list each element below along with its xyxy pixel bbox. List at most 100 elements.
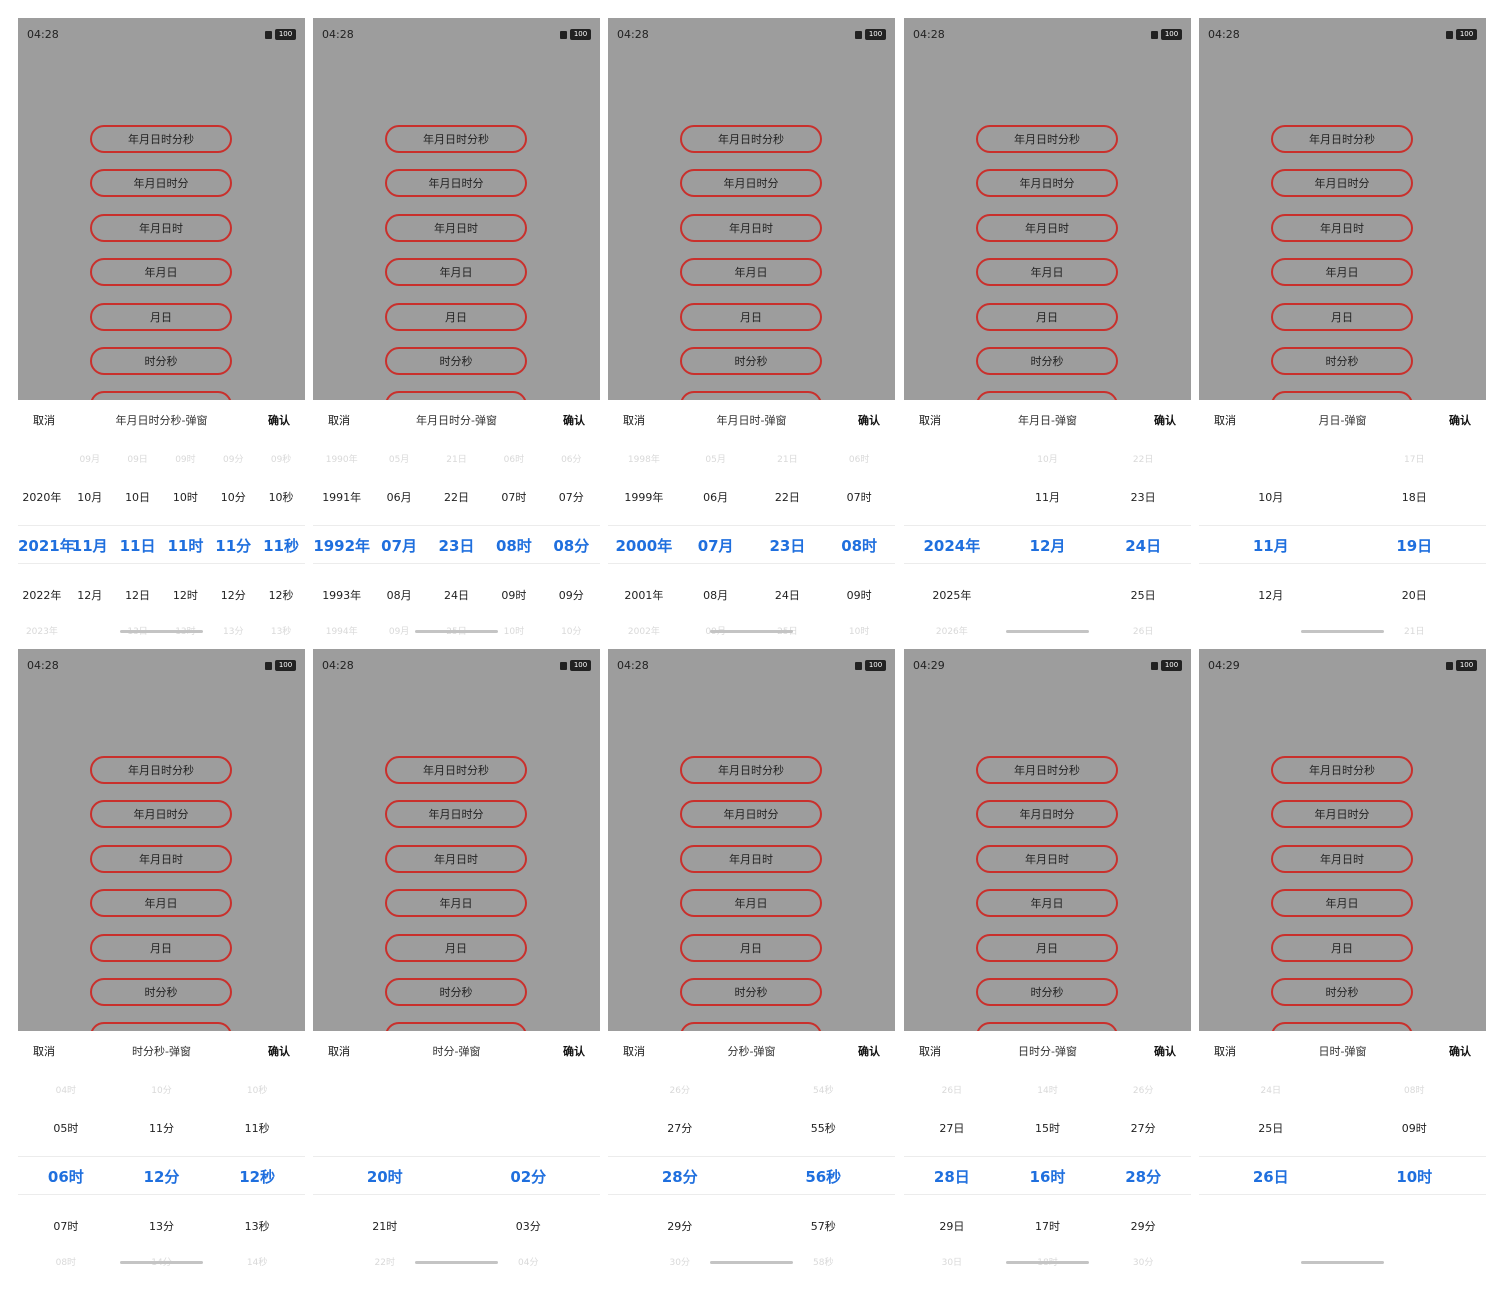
picker-option[interactable]: 1990年 [325, 455, 358, 465]
picker-mode-button[interactable]: 年月日时 [1271, 214, 1413, 242]
picker-option[interactable]: 13秒 [270, 627, 292, 637]
picker-option[interactable]: 08时 [55, 1258, 77, 1268]
picker-mode-button[interactable]: 年月日 [1271, 889, 1413, 917]
cancel-button[interactable]: 取消 [328, 1045, 350, 1058]
confirm-button[interactable]: 确认 [563, 414, 585, 427]
picker-selected-value[interactable]: 07月 [697, 537, 734, 555]
picker-option[interactable]: 21日 [1404, 627, 1425, 637]
home-indicator[interactable] [710, 1261, 793, 1264]
picker-option[interactable]: 26日 [941, 1086, 963, 1096]
picker-mode-button[interactable]: 年月日 [976, 889, 1118, 917]
picker-option[interactable]: 12分 [220, 589, 246, 602]
picker-option[interactable]: 1994年 [325, 627, 358, 637]
picker-selected-value[interactable]: 20时 [366, 1168, 403, 1186]
picker-wheel-column[interactable]: 10月 11月 12月 [1199, 400, 1343, 639]
picker-wheel-column[interactable]: 09分 10分 11分 12分 13分 [209, 400, 257, 639]
picker-mode-button[interactable]: 年月日 [90, 258, 232, 286]
home-indicator[interactable] [120, 1261, 203, 1264]
picker-mode-button[interactable] [680, 391, 822, 400]
picker-mode-button[interactable]: 年月日时分 [385, 169, 527, 197]
cancel-button[interactable]: 取消 [919, 414, 941, 427]
confirm-button[interactable]: 确认 [563, 1045, 585, 1058]
picker-mode-button[interactable] [90, 391, 232, 400]
confirm-button[interactable]: 确认 [1154, 414, 1176, 427]
picker-selected-value[interactable]: 12月 [1029, 537, 1066, 555]
picker-option[interactable]: 25日 [1130, 589, 1156, 602]
picker-mode-button[interactable]: 年月日时分 [1271, 169, 1413, 197]
picker-option[interactable]: 13分 [148, 1220, 174, 1233]
picker-option[interactable]: 12秒 [268, 589, 294, 602]
picker-mode-button[interactable]: 年月日时分秒 [976, 125, 1118, 153]
picker-option[interactable]: 08时 [1404, 1086, 1425, 1096]
picker-option[interactable]: 11秒 [244, 1122, 270, 1135]
picker-mode-button[interactable]: 年月日 [680, 258, 822, 286]
picker-mode-button[interactable]: 年月日时分 [976, 800, 1118, 828]
home-indicator[interactable] [415, 630, 498, 633]
picker-option[interactable]: 06月 [386, 491, 412, 504]
picker-option[interactable]: 1999年 [624, 491, 664, 504]
picker-option[interactable]: 24日 [774, 589, 800, 602]
picker-mode-button[interactable]: 年月日 [90, 889, 232, 917]
picker-option[interactable]: 10秒 [268, 491, 294, 504]
picker-mode-button[interactable]: 年月日时分秒 [680, 125, 822, 153]
picker-option[interactable]: 1993年 [322, 589, 362, 602]
picker-option[interactable]: 08月 [386, 589, 412, 602]
picker-option[interactable]: 21日 [777, 455, 798, 465]
picker-wheel-column[interactable]: 09月 10月 11月 12月 [66, 400, 114, 639]
home-indicator[interactable] [120, 630, 203, 633]
cancel-button[interactable]: 取消 [1214, 414, 1236, 427]
picker-option[interactable]: 15时 [1034, 1122, 1060, 1135]
picker-option[interactable]: 29分 [667, 1220, 693, 1233]
picker-option[interactable]: 04分 [518, 1258, 539, 1268]
picker-option[interactable]: 12月 [1258, 589, 1284, 602]
picker-option[interactable]: 14秒 [246, 1258, 268, 1268]
cancel-button[interactable]: 取消 [328, 414, 350, 427]
picker-option[interactable]: 25日 [1258, 1122, 1284, 1135]
home-indicator[interactable] [1006, 1261, 1089, 1264]
home-indicator[interactable] [1006, 630, 1089, 633]
picker-option[interactable]: 10时 [848, 627, 870, 637]
picker-option[interactable]: 05月 [705, 455, 726, 465]
picker-option[interactable]: 07分 [558, 491, 584, 504]
picker-mode-button[interactable]: 年月日时分秒 [90, 756, 232, 784]
picker-mode-button[interactable]: 年月日时分 [90, 169, 232, 197]
picker-mode-button[interactable]: 年月日时分 [680, 169, 822, 197]
picker-mode-button[interactable] [1271, 391, 1413, 400]
picker-option[interactable]: 22日 [443, 491, 469, 504]
cancel-button[interactable]: 取消 [1214, 1045, 1236, 1058]
picker-selected-value[interactable]: 23日 [769, 537, 806, 555]
picker-mode-button[interactable]: 年月日时 [385, 214, 527, 242]
picker-selected-value[interactable]: 19日 [1396, 537, 1433, 555]
picker-option[interactable]: 09月 [79, 455, 100, 465]
picker-mode-button[interactable]: 月日 [1271, 303, 1413, 331]
picker-mode-button[interactable] [680, 1022, 822, 1031]
picker-option[interactable]: 04时 [55, 1086, 77, 1096]
picker-selected-value[interactable]: 11月 [71, 537, 108, 555]
picker-option[interactable]: 2002年 [627, 627, 660, 637]
confirm-button[interactable]: 确认 [1449, 1045, 1471, 1058]
picker-wheel-column[interactable]: 10秒 11秒 12秒 13秒 14秒 [209, 1031, 305, 1270]
picker-selected-value[interactable]: 12分 [143, 1168, 180, 1186]
confirm-button[interactable]: 确认 [268, 1045, 290, 1058]
picker-option[interactable]: 2020年 [22, 491, 62, 504]
picker-option[interactable]: 2026年 [935, 627, 968, 637]
picker-wheel-column[interactable]: 1998年 1999年 2000年 2001年 2002年 [608, 400, 680, 639]
picker-mode-button[interactable]: 年月日时 [1271, 845, 1413, 873]
picker-wheel-column[interactable]: 10分11分12分13分14分 [114, 1031, 210, 1270]
picker-selected-value[interactable]: 12秒 [239, 1168, 276, 1186]
picker-wheel-column[interactable]: 17日 18日 19日 20日 21日 [1343, 400, 1487, 639]
picker-option[interactable]: 20日 [1401, 589, 1427, 602]
picker-mode-button[interactable] [976, 391, 1118, 400]
picker-option[interactable]: 06时 [503, 455, 525, 465]
picker-wheel-column[interactable]: 09秒 10秒 11秒 12秒 13秒 [257, 400, 305, 639]
picker-mode-button[interactable]: 时分秒 [90, 978, 232, 1006]
picker-mode-button[interactable]: 年月日 [976, 258, 1118, 286]
picker-mode-button[interactable]: 月日 [976, 303, 1118, 331]
picker-selected-value[interactable]: 2000年 [615, 537, 673, 555]
picker-mode-button[interactable]: 年月日时分 [680, 800, 822, 828]
picker-option[interactable]: 29日 [939, 1220, 965, 1233]
picker-wheel-column[interactable]: 02分 03分 04分 [457, 1031, 601, 1270]
picker-option[interactable]: 10秒 [246, 1086, 268, 1096]
picker-wheel-column[interactable]: 22日 23日 24日 25日 26日 [1095, 400, 1191, 639]
picker-option[interactable]: 27分 [1130, 1122, 1156, 1135]
